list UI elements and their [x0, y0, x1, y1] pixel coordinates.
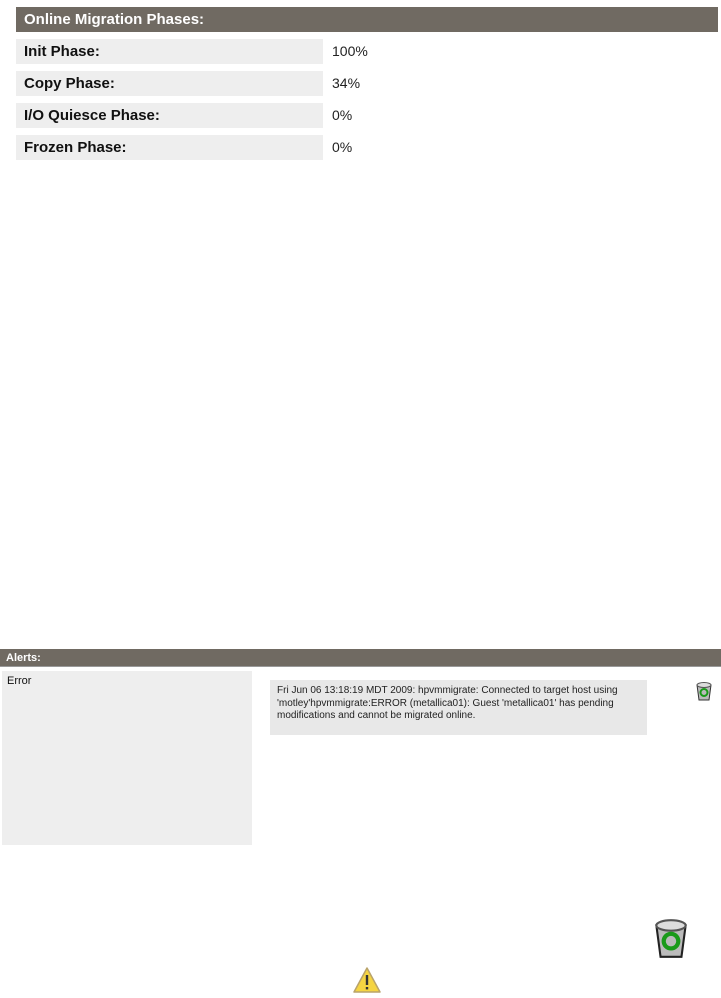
warning-icon [353, 967, 381, 993]
phase-row-frozen: Frozen Phase: 0% [16, 135, 718, 160]
phase-label: Copy Phase: [16, 71, 323, 96]
phase-value: 0% [332, 107, 353, 123]
phase-label: Init Phase: [16, 39, 323, 64]
alert-severity: Error [2, 671, 252, 845]
phase-label: I/O Quiesce Phase: [16, 103, 323, 128]
phase-label: Frozen Phase: [16, 135, 323, 160]
phase-row-io-quiesce: I/O Quiesce Phase: 0% [16, 103, 718, 128]
recycle-bin-icon[interactable] [650, 915, 692, 961]
phase-value: 34% [332, 75, 361, 91]
alert-message: Fri Jun 06 13:18:19 MDT 2009: hpvmmigrat… [270, 680, 647, 735]
phase-value: 100% [332, 43, 368, 59]
recycle-bin-icon[interactable] [694, 680, 714, 702]
phase-row-init: Init Phase: 100% [16, 39, 718, 64]
phase-row-copy: Copy Phase: 34% [16, 71, 718, 96]
alerts-header: Alerts: [0, 649, 721, 667]
phases-header: Online Migration Phases: [16, 7, 718, 32]
phase-value: 0% [332, 139, 353, 155]
